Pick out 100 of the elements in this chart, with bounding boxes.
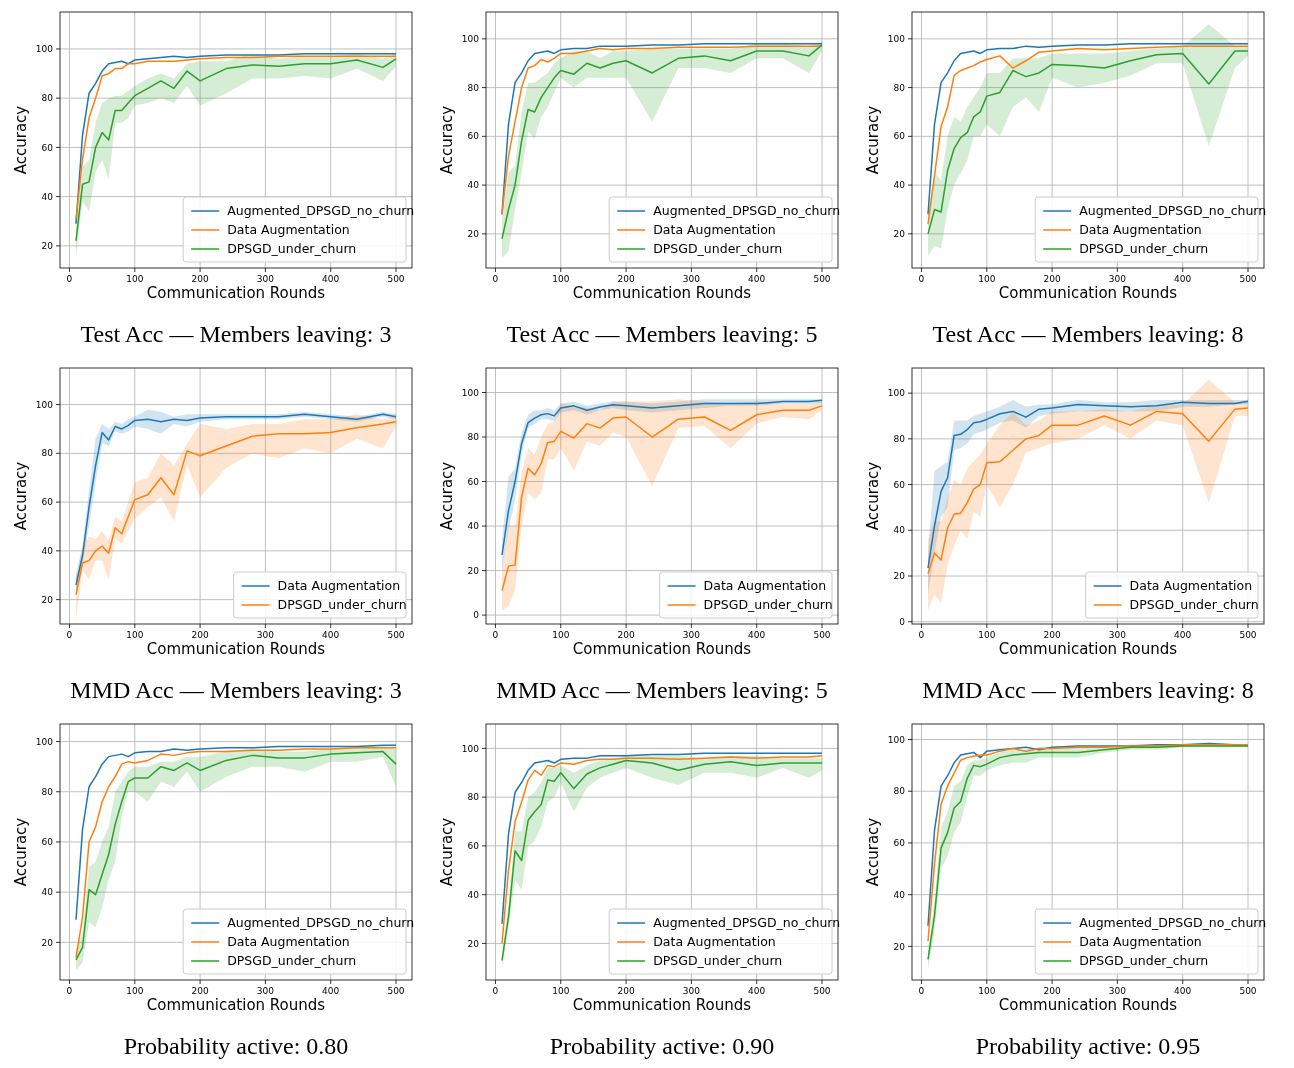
legend-label: Data Augmentation: [653, 222, 776, 238]
legend-label: Augmented_DPSGD_no_churn: [653, 203, 841, 219]
legend-label: Data Augmentation: [703, 578, 827, 594]
x-tick-label: 300: [256, 986, 275, 996]
x-tick-label: 500: [1239, 274, 1257, 284]
x-tick-label: 400: [322, 630, 340, 640]
x-tick-label: 500: [387, 986, 405, 996]
legend-label: DPSGD_under_churn: [227, 241, 357, 257]
y-tick-label: 80: [467, 432, 480, 443]
y-tick-label: 80: [893, 434, 906, 445]
y-axis-title: Accuracy: [864, 817, 882, 887]
x-tick-label: 200: [1043, 986, 1061, 996]
x-tick-label: 500: [1239, 986, 1257, 996]
legend-label: Data Augmentation: [1079, 222, 1202, 238]
text: Probability active: 0.95: [975, 1033, 1201, 1059]
x-tick-label: 500: [387, 630, 405, 640]
x-tick-label: 500: [813, 274, 831, 284]
x-axis-title: Communication Rounds: [998, 284, 1178, 302]
x-tick-label: 300: [1108, 630, 1127, 640]
x-tick-label: 200: [617, 986, 635, 996]
y-tick-label: 60: [467, 131, 480, 142]
x-tick-label: 200: [1043, 274, 1061, 284]
x-tick-label: 100: [978, 986, 996, 996]
x-axis-title: Communication Rounds: [146, 284, 326, 302]
y-tick-label: 100: [887, 33, 906, 44]
y-tick-label: 100: [887, 734, 906, 745]
x-tick-label: 400: [748, 986, 766, 996]
y-tick-label: 100: [461, 387, 480, 398]
y-tick-label: 20: [467, 229, 480, 240]
y-tick-label: 80: [467, 82, 480, 93]
y-tick-label: 40: [467, 180, 480, 191]
x-tick-label: 400: [1174, 630, 1192, 640]
y-tick-label: 20: [467, 938, 480, 949]
y-tick-label: 20: [41, 594, 54, 605]
y-tick-label: 20: [41, 241, 54, 251]
y-tick-label: 100: [887, 388, 906, 399]
legend-label: DPSGD_under_churn: [653, 953, 783, 969]
y-tick-label: 60: [893, 131, 906, 142]
y-tick-label: 0: [473, 610, 480, 621]
x-tick-label: 100: [978, 630, 996, 640]
y-tick-label: 40: [467, 889, 480, 900]
y-tick-label: 60: [893, 838, 906, 849]
legend-label: Augmented_DPSGD_no_churn: [1079, 203, 1267, 219]
y-tick-label: 40: [893, 889, 906, 900]
x-tick-label: 500: [1239, 630, 1257, 640]
y-tick-label: 40: [893, 180, 906, 191]
x-tick-label: 0: [492, 630, 499, 640]
y-tick-label: 80: [893, 82, 906, 93]
x-tick-label: 300: [682, 630, 701, 640]
y-tick-label: 40: [41, 191, 54, 202]
x-tick-label: 0: [66, 630, 73, 640]
legend-label: Data Augmentation: [227, 222, 350, 238]
legend-label: DPSGD_under_churn: [653, 241, 783, 257]
x-tick-label: 200: [617, 630, 635, 640]
y-axis-title: Accuracy: [438, 817, 456, 887]
y-tick-label: 60: [893, 479, 906, 490]
x-tick-label: 200: [617, 274, 635, 284]
x-tick-label: 300: [1108, 274, 1127, 284]
text: Test Acc — Members leaving: 5: [506, 321, 818, 347]
y-tick-label: 100: [461, 33, 480, 44]
x-tick-label: 500: [387, 274, 405, 284]
x-tick-label: 400: [748, 630, 766, 640]
y-tick-label: 100: [35, 736, 54, 747]
y-tick-label: 60: [41, 142, 54, 153]
x-tick-label: 100: [552, 630, 570, 640]
x-tick-label: 0: [492, 986, 499, 996]
legend-label: Data Augmentation: [227, 934, 350, 950]
y-tick-label: 60: [41, 497, 54, 508]
x-tick-label: 100: [126, 986, 144, 996]
y-tick-label: 0: [899, 616, 906, 627]
legend-label: DPSGD_under_churn: [227, 953, 357, 969]
x-tick-label: 0: [918, 986, 925, 996]
x-tick-label: 100: [552, 986, 570, 996]
x-tick-label: 300: [682, 986, 701, 996]
y-tick-label: 100: [35, 44, 54, 55]
x-tick-label: 300: [682, 274, 701, 284]
text: Test Acc — Members leaving: 3: [80, 321, 392, 347]
x-axis-title: Communication Rounds: [998, 640, 1178, 658]
x-tick-label: 100: [978, 274, 996, 284]
x-tick-label: 200: [191, 274, 209, 284]
y-tick-label: 20: [467, 565, 480, 576]
x-tick-label: 400: [1174, 986, 1192, 996]
y-tick-label: 80: [41, 448, 54, 459]
x-tick-label: 300: [256, 274, 275, 284]
x-tick-label: 200: [191, 630, 209, 640]
x-tick-label: 400: [322, 986, 340, 996]
x-tick-label: 300: [1108, 986, 1127, 996]
x-tick-label: 200: [1043, 630, 1061, 640]
x-tick-label: 0: [66, 986, 73, 996]
legend-label: Data Augmentation: [1079, 934, 1202, 950]
y-axis-title: Accuracy: [864, 105, 882, 175]
x-tick-label: 0: [918, 630, 925, 640]
x-tick-label: 300: [256, 630, 275, 640]
legend-label: DPSGD_under_churn: [1079, 241, 1209, 257]
legend-label: DPSGD_under_churn: [277, 597, 407, 613]
legend-label: Data Augmentation: [653, 934, 776, 950]
text: MMD Acc — Members leaving: 8: [922, 677, 1254, 703]
y-tick-label: 20: [41, 937, 54, 948]
legend-label: Augmented_DPSGD_no_churn: [653, 915, 841, 931]
text: Probability active: 0.80: [123, 1033, 349, 1059]
